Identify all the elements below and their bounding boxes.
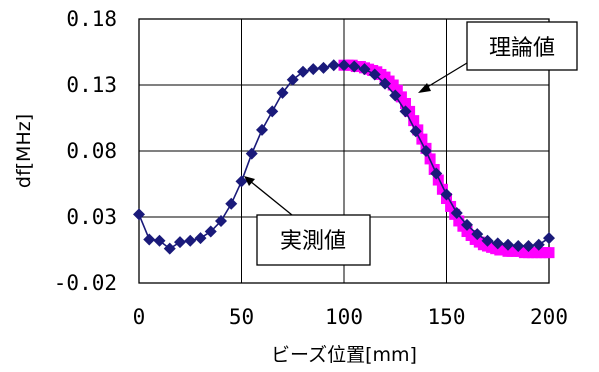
theory-point — [391, 84, 403, 96]
callout-theory: 理論値 — [418, 21, 578, 93]
measured-point — [266, 105, 279, 118]
measured-point — [502, 238, 514, 251]
measured-point — [286, 73, 299, 86]
x-tick-label: 50 — [229, 305, 254, 329]
callout-theory-box — [466, 21, 578, 71]
measured-point — [522, 240, 535, 253]
measured-point — [225, 197, 238, 210]
x-axis-title: ビーズ位置[mm] — [271, 344, 417, 366]
theory-point — [543, 247, 555, 259]
measured-point — [276, 86, 289, 99]
callout-theory-arrow — [423, 62, 468, 90]
measured-point — [471, 228, 484, 241]
measured-point — [204, 225, 217, 238]
theory-point — [436, 183, 448, 195]
measured-point — [143, 233, 156, 246]
theory-point — [400, 97, 411, 109]
measured-point — [317, 61, 330, 74]
measured-point — [450, 207, 463, 220]
measured-point — [245, 147, 258, 160]
measured-point — [461, 218, 473, 231]
measured-point — [409, 125, 422, 138]
measured-point — [174, 236, 186, 249]
x-tick-label: 200 — [530, 305, 568, 329]
measured-point — [358, 63, 371, 76]
y-tick-label: 0.03 — [66, 205, 117, 229]
measured-point — [440, 188, 453, 201]
measured-point — [379, 77, 391, 90]
y-tick-label: -0.02 — [54, 271, 117, 295]
y-axis-title: df[MHz] — [13, 114, 35, 188]
callout-theory-arrowhead — [418, 83, 431, 93]
measured-point — [256, 123, 268, 136]
measured-point — [153, 234, 166, 247]
x-tick-label: 100 — [325, 305, 363, 329]
measured-point — [297, 65, 309, 78]
measured-point — [420, 145, 432, 157]
measured-series — [133, 59, 555, 255]
measured-point — [184, 234, 197, 247]
measured-point — [235, 175, 248, 188]
theory-point — [432, 174, 444, 186]
measured-point — [215, 214, 227, 227]
measured-point — [481, 234, 494, 247]
x-tick-label: 150 — [428, 305, 466, 329]
x-axis-ticks: 0 50 100 150 200 — [133, 305, 568, 329]
callout-measured-box — [256, 214, 371, 266]
measured-point — [327, 59, 340, 72]
theory-point — [408, 115, 420, 127]
measured-point — [307, 63, 320, 76]
y-tick-label: 0.08 — [66, 139, 117, 163]
measured-point — [532, 238, 545, 251]
y-tick-label: 0.13 — [66, 73, 117, 97]
measured-point — [512, 240, 525, 253]
theory-point — [445, 200, 457, 212]
measured-point — [163, 242, 176, 255]
plot-area-frame — [138, 18, 550, 284]
x-tick-label: 0 — [133, 305, 146, 329]
measured-point — [348, 60, 361, 73]
callout-measured: 実測値 — [244, 176, 371, 266]
callout-theory-label: 理論値 — [489, 36, 555, 61]
measured-point — [543, 232, 555, 245]
theory-point — [416, 133, 428, 145]
y-tick-label: 0.18 — [66, 7, 117, 31]
callout-measured-label: 実測値 — [280, 229, 346, 254]
measured-point — [399, 105, 412, 118]
measured-point — [194, 232, 207, 245]
measured-point — [338, 59, 350, 72]
measured-point — [389, 89, 402, 102]
measured-point — [491, 237, 504, 250]
measured-point — [430, 167, 443, 180]
measured-point — [368, 68, 381, 81]
y-axis-ticks: 0.18 0.13 0.08 0.03 -0.02 — [54, 7, 117, 295]
callout-measured-arrow — [249, 180, 293, 216]
measured-point — [133, 208, 145, 221]
callout-measured-arrowhead — [244, 176, 255, 186]
theory-point — [395, 91, 407, 103]
